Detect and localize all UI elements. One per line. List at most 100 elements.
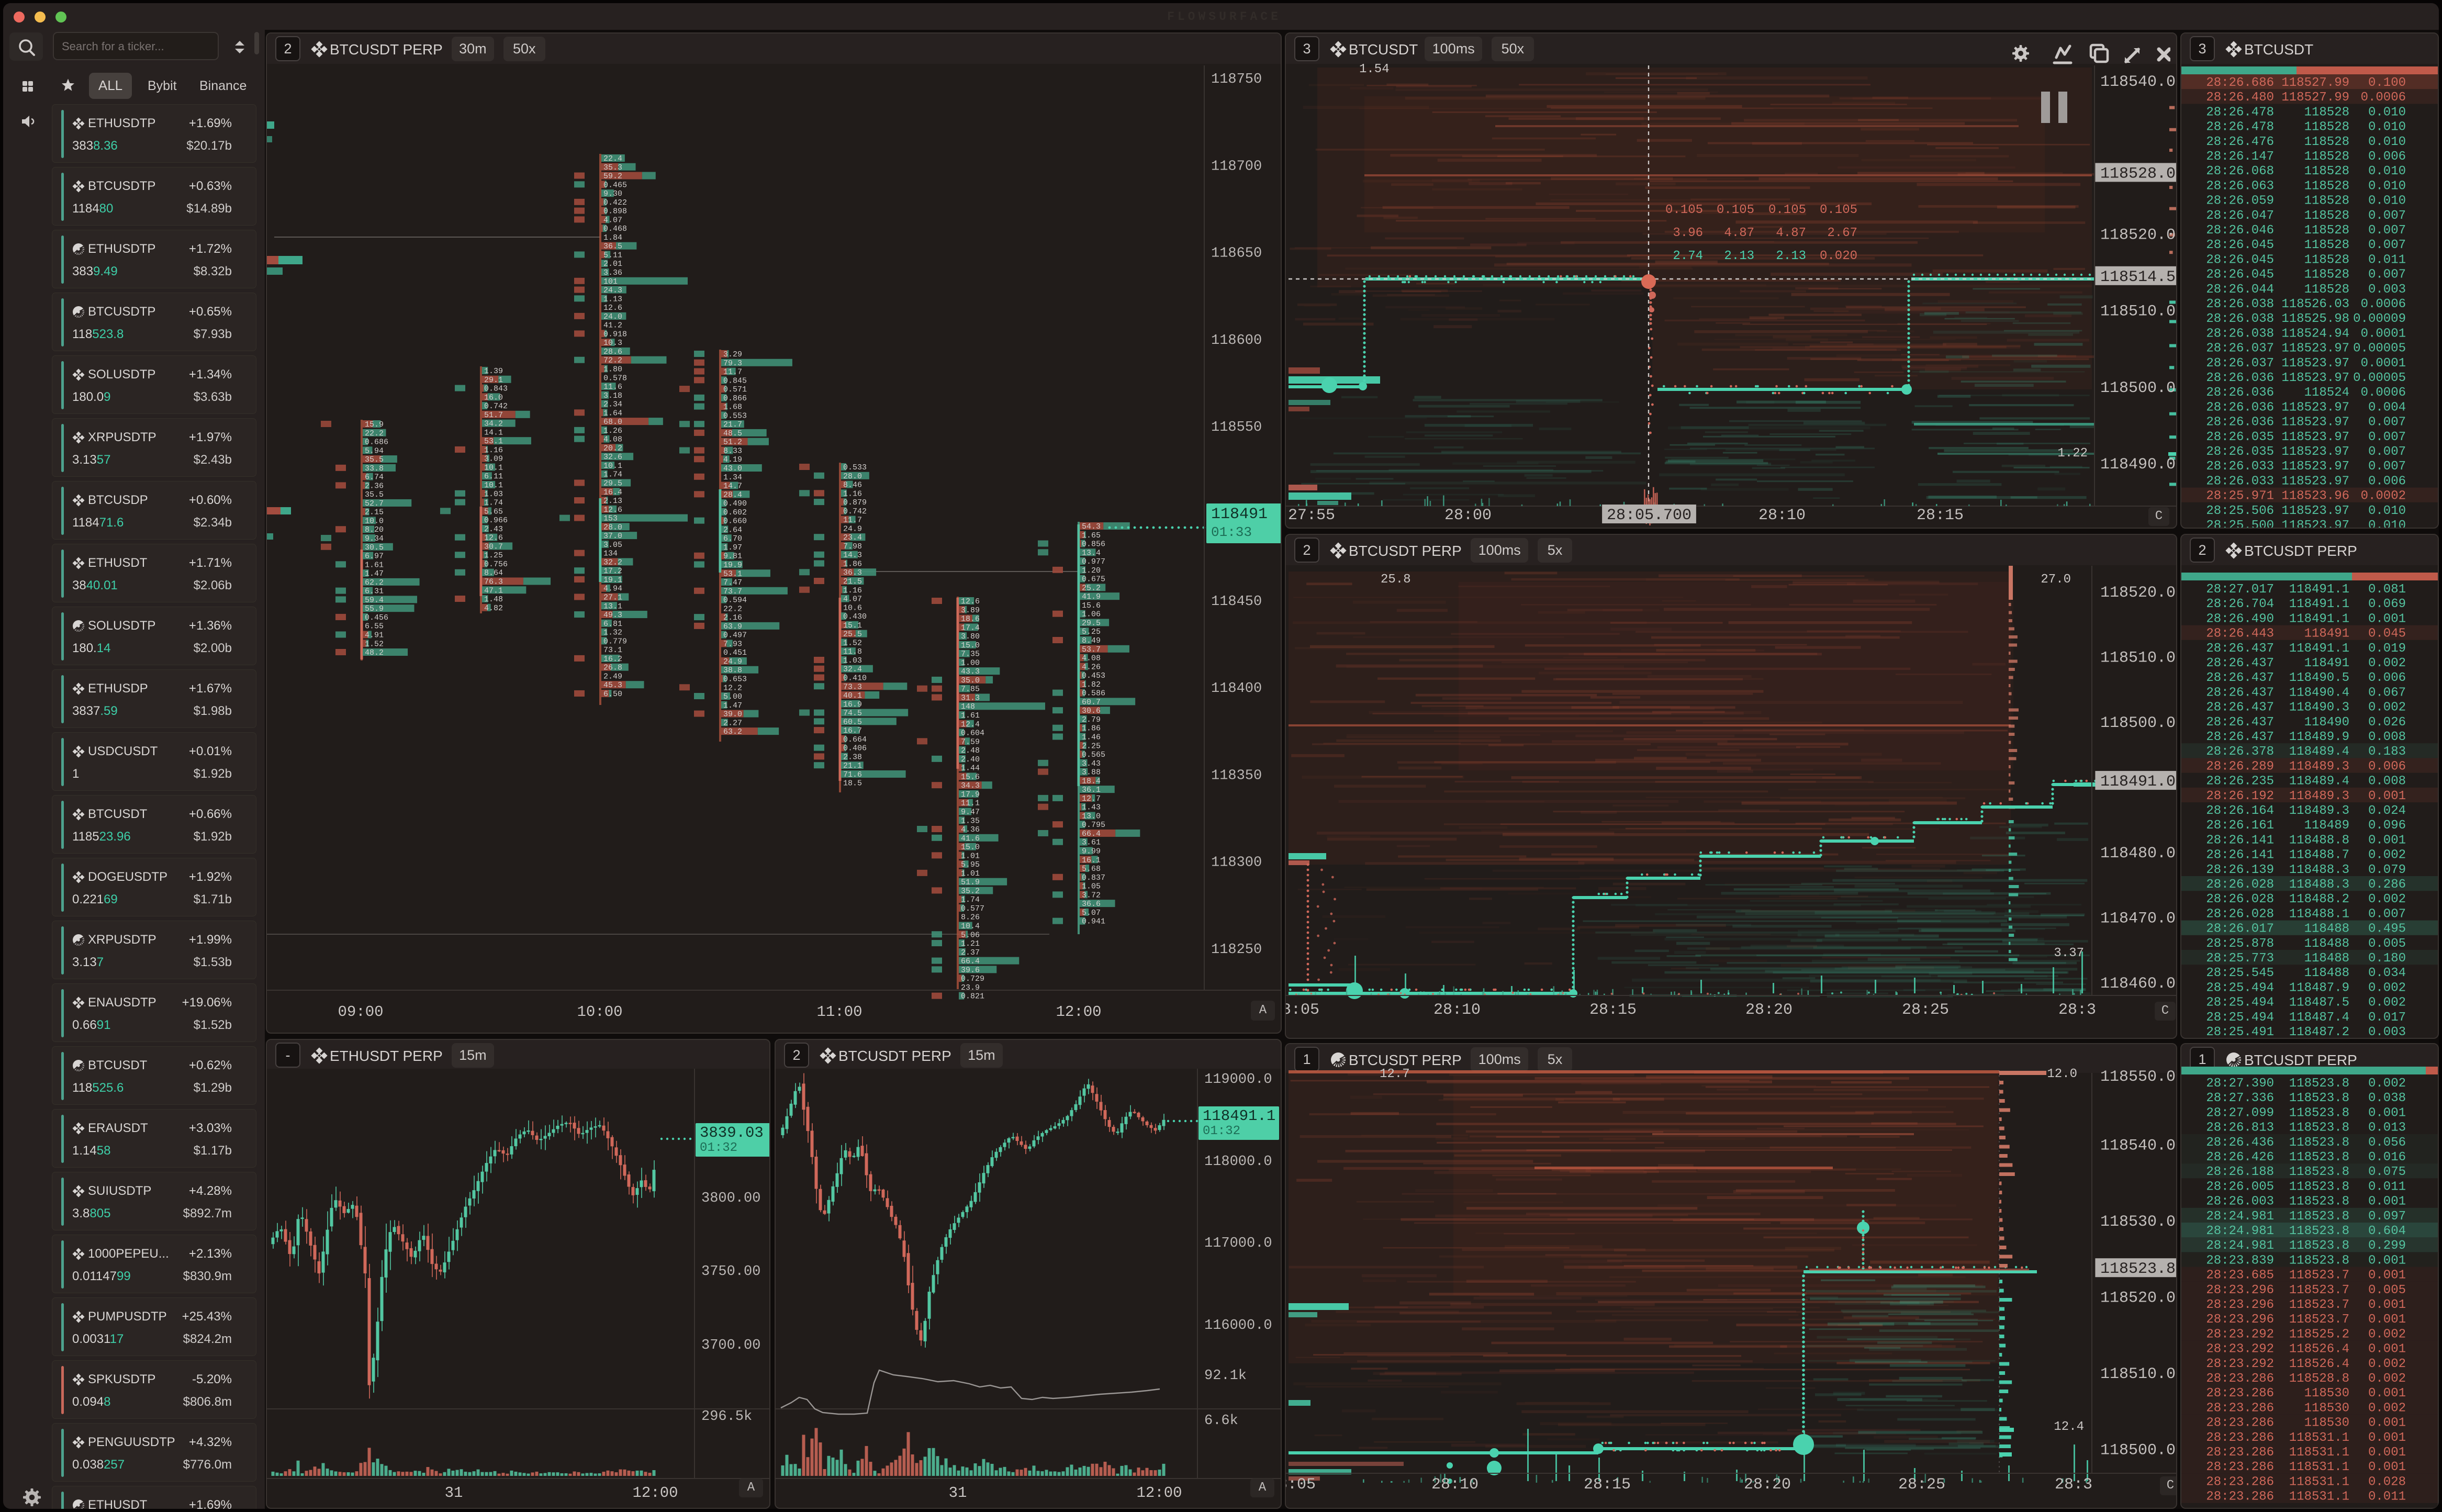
svg-text:118528: 118528	[2304, 179, 2349, 193]
svg-text:24.9: 24.9	[843, 524, 862, 533]
svg-text:0.0006: 0.0006	[2361, 297, 2406, 311]
svg-text:28:26.037: 28:26.037	[2206, 342, 2274, 356]
svg-text:118550.0: 118550.0	[2100, 1068, 2176, 1086]
svg-text:5.68: 5.68	[1082, 865, 1101, 873]
svg-text:0.00009: 0.00009	[2353, 312, 2406, 326]
svg-text:118000.0: 118000.0	[1204, 1154, 1272, 1170]
svg-text:20.2: 20.2	[603, 444, 622, 453]
svg-text:5.25: 5.25	[1082, 628, 1101, 636]
svg-text:0.533: 0.533	[843, 463, 867, 472]
svg-text:118510.0: 118510.0	[2100, 649, 2176, 667]
svg-text:0.007: 0.007	[2368, 460, 2406, 474]
svg-text:0.756: 0.756	[484, 560, 508, 569]
svg-text:28:26.188: 28:26.188	[2206, 1165, 2274, 1179]
svg-text:296.5k: 296.5k	[701, 1409, 752, 1425]
svg-text:118528: 118528	[2304, 253, 2349, 267]
svg-text:0.686: 0.686	[365, 438, 388, 447]
svg-text:3800.00: 3800.00	[701, 1191, 760, 1206]
svg-text:6.50: 6.50	[603, 690, 622, 699]
svg-text:66.4: 66.4	[961, 957, 980, 966]
svg-text:24.3: 24.3	[603, 286, 622, 295]
svg-text:0.002: 0.002	[2368, 1401, 2406, 1415]
svg-text:0.843: 0.843	[484, 385, 508, 394]
svg-text:0.490: 0.490	[723, 499, 747, 508]
svg-text:27:55: 27:55	[1288, 507, 1335, 524]
svg-text:43.0: 43.0	[723, 464, 742, 473]
svg-text:48.2: 48.2	[365, 648, 384, 657]
svg-text:118527.99: 118527.99	[2281, 76, 2349, 90]
svg-text:118523.97: 118523.97	[2281, 474, 2349, 488]
svg-text:0.604: 0.604	[2368, 1224, 2406, 1238]
svg-text:5.65: 5.65	[484, 507, 503, 516]
svg-text:2.43: 2.43	[484, 525, 503, 534]
svg-text:28:25.506: 28:25.506	[2206, 504, 2274, 518]
svg-text:5.94: 5.94	[365, 446, 384, 455]
svg-text:3.88: 3.88	[1082, 768, 1101, 777]
svg-text:28:26.068: 28:26.068	[2206, 164, 2274, 178]
svg-text:28:26.436: 28:26.436	[2206, 1136, 2274, 1150]
svg-text:134: 134	[603, 550, 618, 558]
svg-text:1.32: 1.32	[603, 629, 622, 637]
svg-text:118528: 118528	[2304, 164, 2349, 178]
svg-text:2.34: 2.34	[603, 400, 622, 409]
svg-text:16.4: 16.4	[603, 488, 622, 497]
svg-text:28:23.292: 28:23.292	[2206, 1357, 2274, 1371]
svg-text:55.9: 55.9	[365, 604, 384, 613]
svg-text:0.002: 0.002	[2368, 701, 2406, 715]
svg-text:10.1: 10.1	[484, 463, 503, 472]
svg-text:118488.3: 118488.3	[2289, 863, 2349, 877]
svg-text:35.2: 35.2	[961, 887, 980, 895]
svg-text:118491: 118491	[2304, 656, 2349, 670]
svg-text:0.002: 0.002	[2368, 848, 2406, 863]
svg-text:51.2: 51.2	[723, 438, 742, 447]
svg-text:0.410: 0.410	[843, 674, 867, 682]
svg-text:0.007: 0.007	[2368, 416, 2406, 430]
svg-text:118530.0: 118530.0	[2100, 1213, 2176, 1231]
svg-text:28.4: 28.4	[723, 490, 742, 499]
svg-text:35.3: 35.3	[603, 163, 622, 172]
svg-text:118750: 118750	[1211, 72, 1262, 87]
svg-text:3.29: 3.29	[723, 350, 742, 359]
svg-text:118523.7: 118523.7	[2289, 1298, 2349, 1312]
svg-text:2.15: 2.15	[365, 508, 384, 517]
svg-text:118523.8: 118523.8	[2289, 1180, 2349, 1194]
svg-text:1.74: 1.74	[484, 499, 503, 508]
svg-text:28:10: 28:10	[1431, 1476, 1478, 1494]
svg-text:6.81: 6.81	[603, 620, 622, 629]
svg-text:18.5: 18.5	[843, 779, 862, 788]
svg-text:28:26.036: 28:26.036	[2206, 416, 2274, 430]
svg-text:118480.0: 118480.0	[2100, 845, 2176, 863]
svg-text:0.729: 0.729	[961, 975, 984, 983]
svg-text:28:25.971: 28:25.971	[2206, 489, 2274, 503]
svg-text:0.0006: 0.0006	[2361, 91, 2406, 105]
svg-text:6.70: 6.70	[723, 534, 742, 543]
svg-text:0.020: 0.020	[1820, 249, 1857, 263]
svg-text:43.3: 43.3	[961, 667, 980, 676]
svg-text:30.5: 30.5	[365, 543, 384, 552]
svg-text:3.09: 3.09	[484, 455, 503, 464]
svg-text:0.010: 0.010	[2368, 105, 2406, 119]
svg-text:118524.94: 118524.94	[2281, 327, 2349, 341]
svg-text:4.87: 4.87	[1724, 226, 1754, 240]
svg-text:118528: 118528	[2304, 223, 2349, 238]
svg-text:28:26.038: 28:26.038	[2206, 312, 2274, 326]
svg-text:1.47: 1.47	[365, 569, 384, 578]
svg-text:2.25: 2.25	[1082, 742, 1101, 751]
svg-text:28:26.003: 28:26.003	[2206, 1195, 2274, 1209]
svg-text:60.5: 60.5	[843, 718, 862, 726]
svg-text:1.46: 1.46	[1082, 733, 1101, 742]
svg-text:118488.7: 118488.7	[2289, 848, 2349, 863]
svg-text:2.37: 2.37	[961, 948, 980, 957]
svg-text:0.056: 0.056	[2368, 1136, 2406, 1150]
svg-text:4.08: 4.08	[1082, 654, 1101, 663]
svg-text:0.742: 0.742	[484, 402, 508, 411]
svg-text:118528: 118528	[2304, 135, 2349, 149]
svg-text:1.44: 1.44	[961, 764, 980, 773]
svg-text:0.038: 0.038	[2368, 1091, 2406, 1105]
svg-text:118531.1: 118531.1	[2289, 1475, 2349, 1489]
svg-text:32.2: 32.2	[603, 558, 622, 567]
svg-text:0.010: 0.010	[2368, 179, 2406, 193]
svg-text:10.4: 10.4	[961, 922, 980, 931]
svg-text:28:26.476: 28:26.476	[2206, 135, 2274, 149]
svg-text:5.95: 5.95	[961, 860, 980, 869]
